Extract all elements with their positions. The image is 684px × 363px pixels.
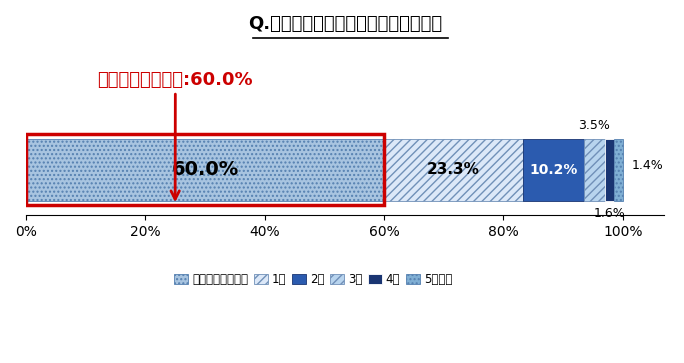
Text: 1.6%: 1.6% [594, 207, 625, 220]
Title: Q.新卒採用を専任で担当している人数: Q.新卒採用を専任で担当している人数 [248, 15, 443, 33]
Bar [384, 139, 523, 201]
Bar [26, 139, 384, 201]
Text: 10.2%: 10.2% [529, 163, 578, 177]
Text: 1.4%: 1.4% [632, 159, 663, 172]
Bar [605, 139, 614, 201]
Bar [523, 139, 584, 201]
Bar [614, 139, 622, 201]
Legend: 専任担当はいない, 1人, 2人, 3人, 4人, 5人以上: 専任担当はいない, 1人, 2人, 3人, 4人, 5人以上 [170, 268, 457, 291]
Text: 専任担当はいない:60.0%: 専任担当はいない:60.0% [98, 70, 253, 199]
Bar [584, 139, 605, 201]
Text: 23.3%: 23.3% [427, 162, 480, 177]
Text: 3.5%: 3.5% [579, 119, 610, 132]
Text: 60.0%: 60.0% [172, 160, 239, 179]
